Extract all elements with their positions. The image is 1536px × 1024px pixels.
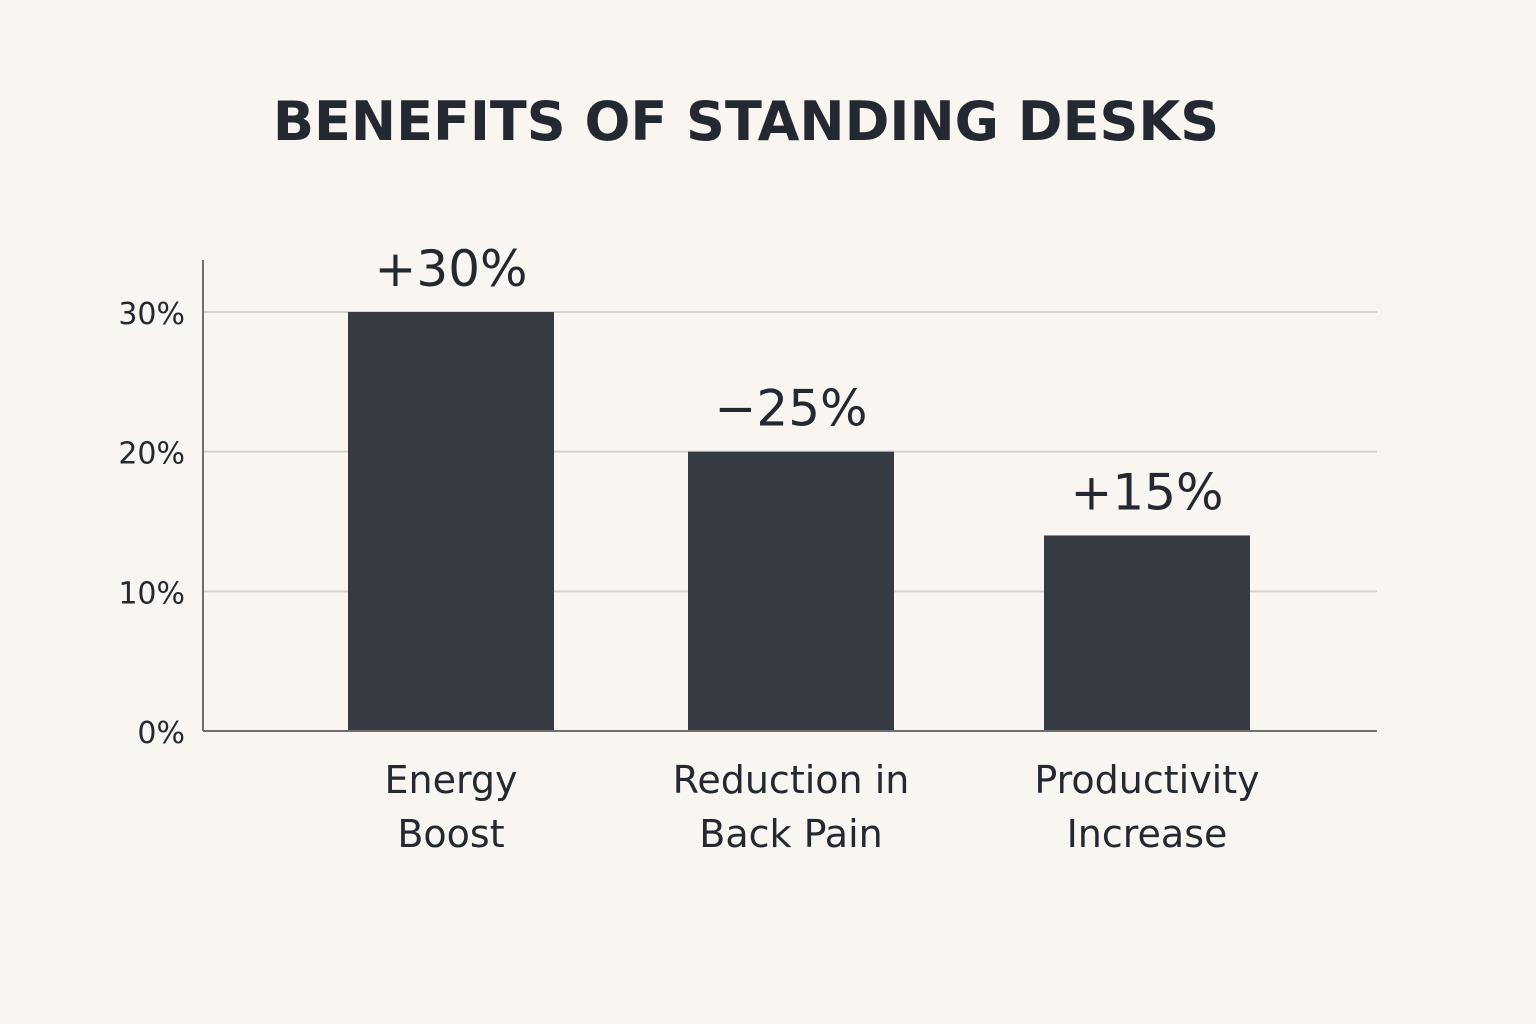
data-label: +15% [1070, 463, 1223, 521]
y-tick-labels: 0% 10% 20% 30% [118, 297, 185, 751]
y-tick-label: 30% [118, 297, 185, 332]
category-label: Back Pain [699, 812, 882, 856]
data-label: −25% [714, 380, 867, 438]
y-tick-label: 10% [118, 576, 185, 611]
data-labels: +30% −25% +15% [374, 240, 1223, 521]
category-label: Productivity [1034, 758, 1259, 802]
category-label: Boost [397, 812, 504, 856]
bar [688, 451, 894, 731]
category-labels: Energy Boost Reduction in Back Pain Producti… [384, 758, 1259, 856]
chart-title: BENEFITS OF STANDING DESKS [273, 90, 1219, 153]
category-label: Reduction in [673, 758, 910, 802]
bar [1044, 535, 1250, 731]
y-tick-label: 0% [137, 716, 185, 751]
y-tick-label: 20% [118, 437, 185, 472]
bar [348, 312, 554, 731]
category-label: Increase [1067, 812, 1228, 856]
category-label: Energy [384, 758, 517, 802]
axes [202, 260, 1377, 732]
bars [348, 312, 1250, 731]
data-label: +30% [374, 240, 527, 298]
